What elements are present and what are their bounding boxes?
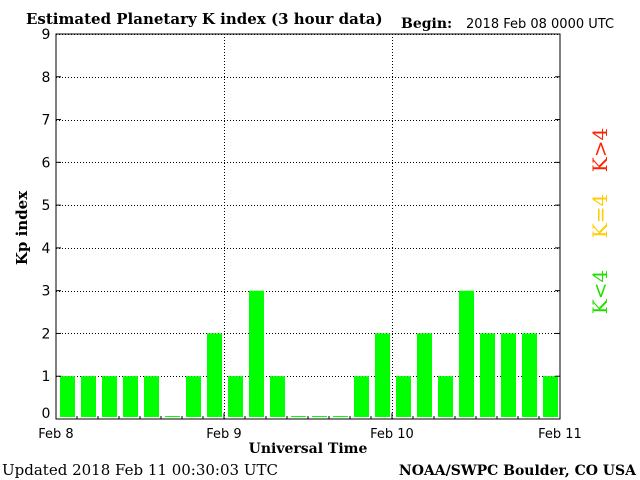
legend-k-equal-4: K=4 [588, 194, 612, 238]
kp-bar [270, 376, 285, 417]
kp-bar [333, 416, 348, 417]
x-tick-labels: Feb 8 Feb 9 Feb 10 Feb 11 [38, 413, 582, 442]
kp-bar [375, 333, 390, 417]
kp-bar [417, 333, 432, 417]
updated-timestamp: Updated 2018 Feb 11 00:30:03 UTC [2, 461, 278, 479]
kp-bar [312, 416, 327, 417]
kp-bar [144, 376, 159, 417]
kp-bar [501, 333, 516, 417]
x-axis-label: Universal Time [249, 441, 368, 457]
kp-bar [102, 376, 117, 417]
chart-title: Estimated Planetary K index (3 hour data… [26, 10, 383, 28]
legend-k-less-4: K<4 [588, 270, 612, 314]
y-tick-label: 7 [42, 113, 51, 129]
kp-bar [438, 376, 453, 417]
kp-bar [81, 376, 96, 417]
y-axis-label: Kp index [13, 190, 31, 265]
y-tick-label: 9 [42, 27, 51, 43]
bars [60, 290, 558, 417]
y-tick-label: 1 [42, 369, 51, 385]
plot-frame [55, 33, 561, 420]
x-tick-label: Feb 10 [370, 427, 414, 442]
kp-bar [354, 376, 369, 417]
kp-bar [459, 290, 474, 417]
kp-bar [522, 333, 537, 417]
kp-bar [123, 376, 138, 417]
y-tick-label: 6 [42, 155, 51, 171]
y-tick-label: 5 [42, 198, 51, 214]
kp-bar [291, 416, 306, 417]
y-tick-label: 8 [42, 70, 51, 86]
kp-bar [186, 376, 201, 417]
begin-label: Begin: [401, 16, 452, 32]
kp-bar [165, 416, 180, 417]
x-tick-label: Feb 11 [538, 427, 582, 442]
y-tick-label: 0 [42, 406, 51, 422]
y-tick-label: 4 [42, 241, 51, 257]
kp-bar [543, 376, 558, 417]
x-tick-label: Feb 8 [38, 427, 73, 442]
y-tick-labels: 0 1 2 3 4 5 6 7 8 9 [42, 27, 560, 422]
legend-k-greater-4: K>4 [588, 128, 612, 172]
y-tick-label: 3 [42, 284, 51, 300]
y-tick-label: 2 [42, 326, 51, 342]
source-credit: NOAA/SWPC Boulder, CO USA [399, 463, 637, 479]
begin-date: 2018 Feb 08 0000 UTC [466, 17, 614, 32]
kp-bar [396, 376, 411, 417]
kp-bar [480, 333, 495, 417]
kp-bar [228, 376, 243, 417]
kp-bar [249, 290, 264, 417]
kp-bar [60, 376, 75, 417]
x-tick-label: Feb 9 [206, 427, 241, 442]
kp-bar [207, 333, 222, 417]
